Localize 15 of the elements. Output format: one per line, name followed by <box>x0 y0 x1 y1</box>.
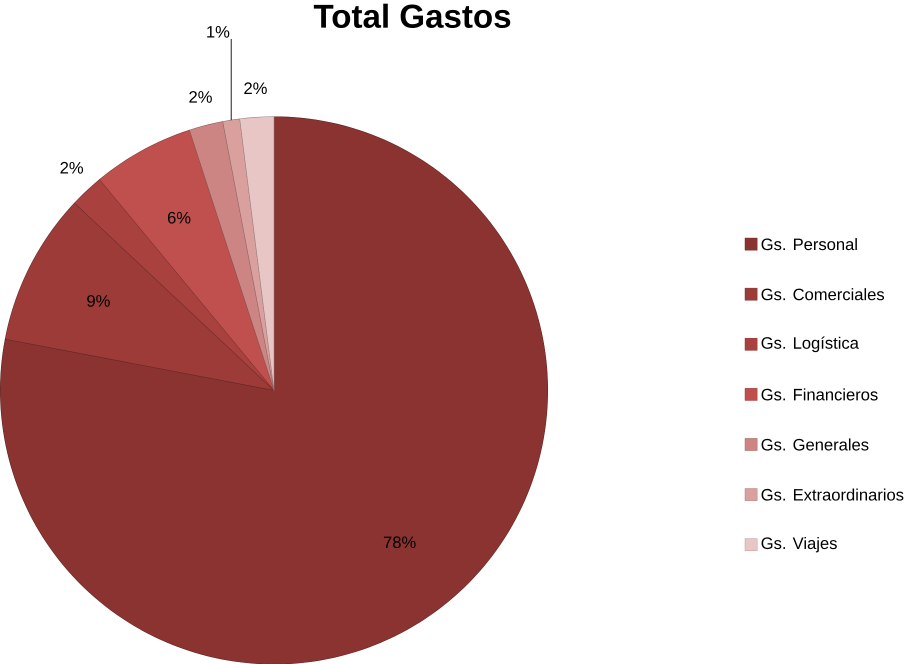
data-label: 9% <box>87 294 110 307</box>
data-label: 2% <box>189 90 212 103</box>
legend-label: Gs. Viajes <box>762 536 837 552</box>
chart-title: Total Gastos <box>314 3 510 28</box>
data-label: 1% <box>207 26 230 38</box>
data-label: 2% <box>60 162 84 174</box>
legend-label: Gs. Extraordinarios <box>762 488 904 500</box>
data-label: 6% <box>168 212 190 224</box>
legend-label: Gs. Logística <box>762 336 859 352</box>
legend-label: Gs. Comerciales <box>762 288 884 300</box>
legend-label: Gs. Generales <box>762 438 868 450</box>
legend-label: Gs. Personal <box>762 238 857 250</box>
data-label: 78% <box>384 536 416 548</box>
data-label: 2% <box>244 82 267 94</box>
legend-label: Gs. Financieros <box>762 388 878 400</box>
